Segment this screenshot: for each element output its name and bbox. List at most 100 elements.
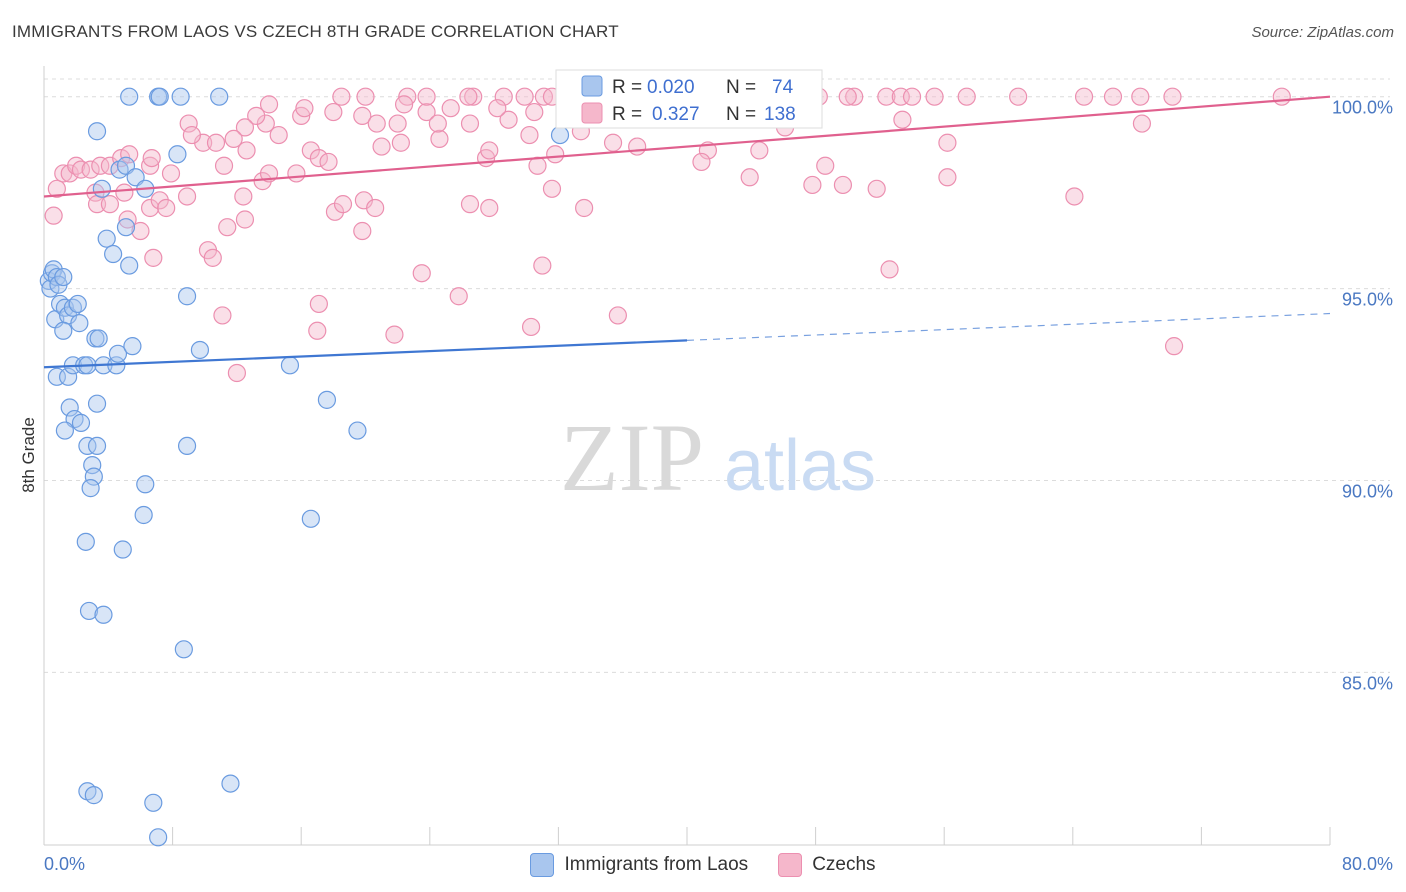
point-czechs bbox=[1103, 87, 1123, 106]
legend-box: R = 0.020 N = 74 R = 0.327 N = 138 bbox=[555, 69, 823, 129]
trend-line-laos-extension bbox=[686, 312, 1331, 341]
y-tick-label: 90.0% bbox=[1342, 481, 1393, 501]
point-czechs bbox=[520, 125, 539, 145]
point-laos bbox=[174, 640, 193, 659]
point-laos bbox=[113, 540, 132, 559]
point-czechs bbox=[499, 110, 518, 129]
point-czechs bbox=[218, 218, 237, 237]
point-laos bbox=[81, 479, 100, 498]
point-czechs bbox=[464, 87, 483, 106]
point-czechs bbox=[957, 87, 976, 106]
point-czechs bbox=[1074, 87, 1094, 106]
point-laos bbox=[71, 413, 91, 432]
legend-item-czechs[interactable]: Czechs bbox=[778, 850, 876, 880]
point-czechs bbox=[542, 179, 562, 198]
point-czechs bbox=[533, 256, 552, 275]
point-czechs bbox=[115, 183, 134, 202]
point-czechs bbox=[309, 148, 328, 168]
point-czechs bbox=[603, 133, 623, 152]
point-laos bbox=[92, 179, 111, 198]
point-czechs bbox=[177, 187, 197, 206]
point-czechs bbox=[441, 99, 460, 118]
point-czechs bbox=[131, 221, 150, 241]
point-czechs bbox=[480, 141, 499, 160]
point-laos bbox=[210, 87, 229, 106]
point-laos bbox=[104, 244, 123, 264]
point-laos bbox=[168, 145, 187, 164]
point-czechs bbox=[692, 152, 711, 172]
point-czechs bbox=[938, 133, 957, 152]
point-czechs bbox=[353, 106, 372, 125]
point-laos bbox=[87, 122, 107, 141]
point-laos bbox=[76, 532, 95, 551]
point-laos bbox=[120, 87, 139, 106]
point-czechs bbox=[867, 179, 886, 198]
point-laos bbox=[149, 828, 168, 847]
watermark-atlas: atlas bbox=[724, 426, 876, 506]
point-czechs bbox=[120, 145, 139, 164]
point-czechs bbox=[182, 125, 201, 145]
point-czechs bbox=[628, 137, 647, 156]
point-czechs bbox=[877, 87, 896, 106]
point-czechs bbox=[394, 95, 414, 114]
point-czechs bbox=[332, 87, 351, 106]
legend-pink-swatch bbox=[581, 102, 603, 124]
point-czechs bbox=[833, 175, 853, 195]
point-czechs bbox=[385, 325, 404, 344]
point-laos bbox=[144, 793, 163, 812]
point-laos bbox=[177, 436, 197, 456]
point-laos bbox=[150, 87, 169, 106]
point-laos bbox=[89, 329, 108, 348]
point-czechs bbox=[47, 179, 66, 198]
point-czechs bbox=[480, 198, 499, 218]
trend-lines bbox=[43, 95, 1331, 369]
legend-r-value-1: 0.020 bbox=[647, 77, 695, 98]
point-czechs bbox=[1131, 87, 1150, 106]
point-czechs bbox=[459, 87, 478, 106]
point-czechs bbox=[366, 198, 385, 218]
x-tick-label-end: 80.0% bbox=[1342, 854, 1393, 874]
x-tick-labels: 0.0% 80.0% bbox=[44, 854, 1393, 874]
point-czechs bbox=[213, 306, 232, 325]
legend-r-label-2: R = bbox=[612, 104, 642, 125]
point-laos bbox=[116, 218, 136, 237]
point-czechs bbox=[525, 102, 544, 122]
legend-item-laos[interactable]: Immigrants from Laos bbox=[530, 850, 748, 880]
point-laos bbox=[84, 467, 103, 486]
point-czechs bbox=[515, 87, 534, 106]
point-czechs bbox=[740, 168, 759, 187]
point-czechs bbox=[838, 87, 857, 106]
point-laos bbox=[301, 509, 320, 528]
point-laos bbox=[47, 267, 66, 287]
y-tick-labels: 85.0% 90.0% 95.0% 100.0% bbox=[1332, 98, 1393, 694]
legend-r-label-1: R = bbox=[612, 77, 642, 98]
point-czechs bbox=[428, 114, 447, 133]
point-czechs bbox=[417, 87, 436, 106]
point-czechs bbox=[546, 145, 565, 164]
point-czechs bbox=[893, 110, 912, 129]
point-laos bbox=[171, 87, 190, 106]
point-czechs bbox=[118, 210, 137, 229]
point-czechs bbox=[333, 195, 353, 214]
point-czechs bbox=[161, 164, 181, 183]
point-czechs bbox=[295, 99, 314, 118]
legend-czechs-swatch bbox=[778, 853, 803, 877]
point-laos bbox=[136, 475, 155, 494]
point-czechs bbox=[247, 106, 266, 125]
point-laos bbox=[59, 367, 78, 386]
series-laos bbox=[39, 87, 570, 847]
point-czechs bbox=[206, 133, 226, 152]
point-laos bbox=[120, 256, 139, 275]
point-czechs bbox=[391, 133, 410, 152]
point-czechs bbox=[142, 148, 161, 168]
point-czechs bbox=[256, 114, 275, 133]
point-laos bbox=[84, 786, 103, 805]
point-czechs bbox=[356, 87, 375, 106]
y-tick-label: 85.0% bbox=[1342, 673, 1393, 693]
legend-laos-swatch bbox=[530, 853, 555, 877]
point-czechs bbox=[412, 264, 431, 283]
point-czechs bbox=[203, 248, 222, 267]
point-czechs bbox=[324, 102, 343, 122]
point-laos bbox=[54, 321, 73, 340]
legend-r-value-2: 0.327 bbox=[652, 104, 700, 125]
